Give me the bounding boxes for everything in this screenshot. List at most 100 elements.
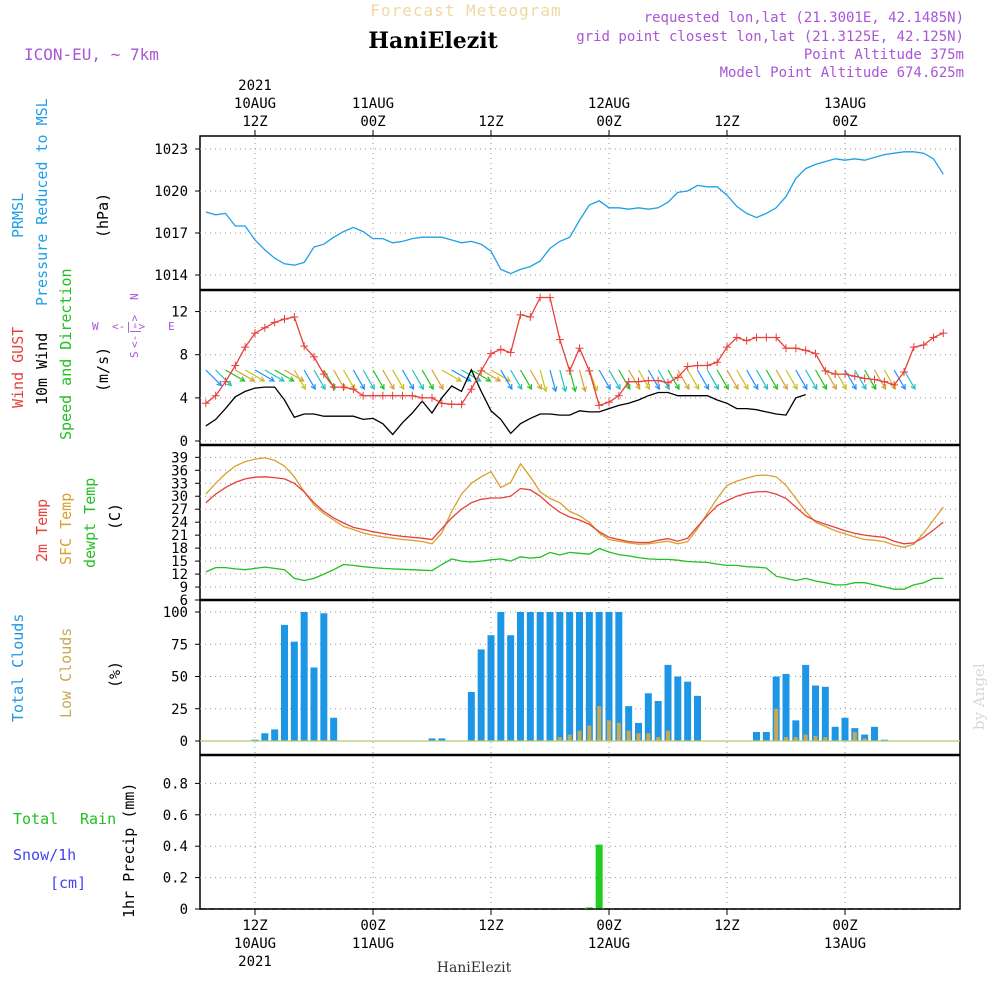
wind-arrow [284, 369, 304, 382]
rain-bar [595, 844, 603, 909]
low-cloud-bar [587, 725, 592, 741]
total-cloud-bar [802, 664, 810, 741]
wind-arrow-head [910, 384, 916, 391]
ytick-label: 75 [171, 637, 188, 653]
wind-arrow-head [428, 384, 434, 391]
wind-gust-line [205, 296, 944, 407]
wind-arrow [608, 369, 621, 390]
total-cloud-bar [261, 733, 269, 741]
wind-arrow-head [455, 376, 462, 382]
total-cloud-bar [566, 612, 574, 741]
total-cloud-bar [694, 695, 701, 741]
wind-arrow-head [821, 384, 828, 391]
wind-arrow [746, 369, 759, 390]
wind-yticks: 0 4 8 12 [171, 305, 200, 450]
total-cloud-bar [438, 738, 446, 741]
top-time-label: 00Z [360, 114, 385, 130]
closest-grid-point: grid point closest lon,lat (21.3125E, 42… [576, 29, 964, 45]
wind-arrow [765, 369, 778, 390]
temperature-grid [200, 447, 960, 598]
low-cloud-bar [636, 733, 641, 741]
top-time-label: 12AUG [588, 96, 630, 112]
wind-arrow [205, 369, 222, 386]
wind-arrow-head [733, 384, 739, 391]
wind-arrow [726, 369, 739, 390]
clouds-label-total: Total Clouds [9, 614, 27, 722]
total-cloud-bar [576, 612, 583, 741]
wind-arrow-head [694, 384, 700, 391]
station-name: HaniElezit [368, 28, 498, 54]
low-cloud-bar [823, 737, 828, 741]
wind-arrow [844, 369, 857, 390]
precip-bars [200, 844, 960, 910]
total-cloud-bar [536, 612, 544, 741]
compass-north: N [128, 293, 141, 300]
wind-arrow [637, 369, 651, 390]
top-time-label: 12Z [714, 114, 739, 130]
wind-arrow-head [625, 384, 631, 391]
top-time-axis: 2021 10AUG 12Z 11AUG 00Z 12Z 12AUG 00Z 12Z 13AUG 0… [234, 78, 866, 130]
wind-arrow-head [408, 384, 415, 391]
total-cloud-bar [605, 612, 613, 741]
ytick-label: 0 [180, 902, 188, 918]
temp-unit: (C) [106, 503, 124, 530]
total-cloud-bar [674, 676, 682, 741]
total-cloud-bar [585, 612, 593, 741]
low-cloud-bar [862, 738, 867, 741]
wind-arrow-head [635, 384, 641, 391]
wind-arrow [382, 369, 395, 390]
requested-location: requested lon,lat (21.3001E, 42.1485N) [644, 10, 964, 26]
total-cloud-bar [821, 686, 829, 741]
total-cloud-bar [320, 613, 328, 741]
total-cloud-bar [664, 664, 672, 741]
wind-arrow [451, 369, 472, 382]
low-cloud-bar [607, 720, 611, 741]
wind-arrow [519, 369, 533, 390]
ytick-label: 30 [171, 489, 188, 505]
wind-arrow-head [644, 384, 651, 391]
ytick-label: 0 [180, 734, 188, 750]
total-cloud-bar [625, 706, 633, 741]
ytick-label: 100 [163, 605, 188, 621]
wind-arrow [539, 369, 547, 392]
total-cloud-bar [841, 717, 849, 741]
wind-arrow [441, 369, 462, 382]
chart-title: Forecast Meteogram [370, 1, 561, 20]
wind-arrow-head [674, 384, 680, 391]
wind-arrow [578, 369, 586, 392]
wind-arrow [342, 369, 356, 390]
ytick-label: 21 [171, 528, 188, 544]
wind-arrow [677, 369, 690, 390]
ytick-label: 39 [171, 450, 188, 466]
wind-arrow [362, 369, 375, 390]
wind-arrow [687, 369, 700, 390]
pressure-yticks: 1014 1017 1020 1023 [154, 142, 200, 284]
wind-arrow-head [399, 384, 405, 391]
top-time-label: 12Z [478, 114, 503, 130]
wind-arrow-head [871, 384, 877, 391]
wind-arrow [873, 369, 887, 390]
ytick-label: 0.6 [163, 808, 188, 824]
bottom-time-label: 10AUG [234, 936, 276, 952]
cloud-bars [200, 612, 960, 742]
compass-east: E [168, 320, 175, 333]
bottom-time-label: 11AUG [352, 936, 394, 952]
total-cloud-bar [871, 726, 878, 741]
total-cloud-bar [330, 717, 338, 741]
low-cloud-bar [793, 737, 798, 741]
top-time-label: 00Z [832, 114, 857, 130]
wind-arrow [785, 369, 798, 390]
total-cloud-bar [310, 667, 318, 741]
total-cloud-bar [290, 641, 298, 741]
wind-arrow [696, 369, 710, 390]
ytick-label: 6 [180, 593, 188, 609]
wind-arrow-head [389, 384, 395, 391]
wind-arrow [303, 369, 316, 390]
clouds-unit: (%) [106, 661, 124, 688]
wind-arrow-head [475, 376, 482, 382]
total-cloud-bar [635, 722, 642, 741]
wind-arrow-head [551, 386, 558, 393]
wind-arrow [559, 369, 567, 392]
total-cloud-bar [507, 635, 515, 741]
total-cloud-bar [526, 612, 534, 741]
